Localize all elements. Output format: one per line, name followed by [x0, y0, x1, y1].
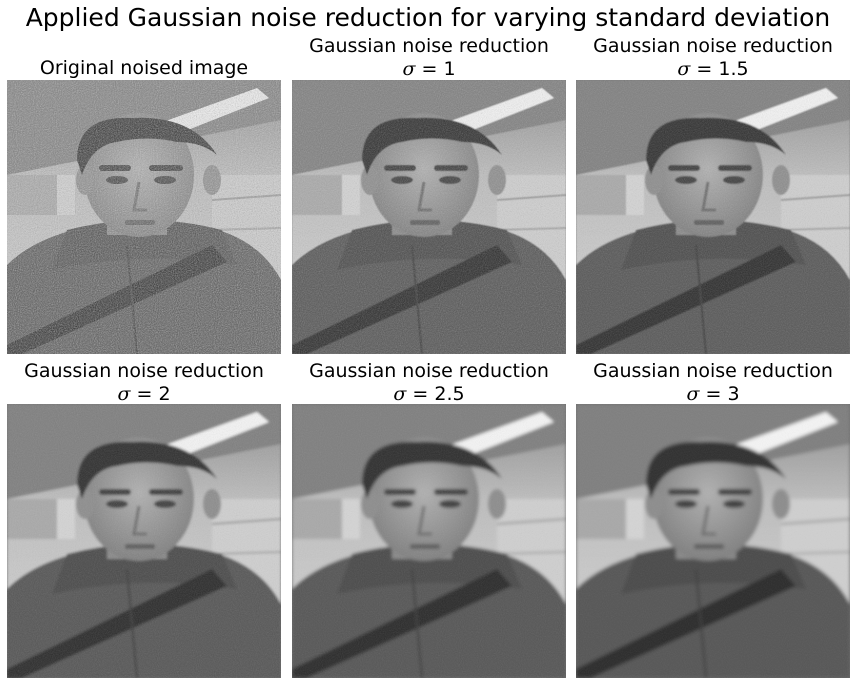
panel-title-text: Gaussian noise reduction [593, 35, 833, 57]
panel-sigma-label: σ = 2 [117, 383, 171, 405]
panel-title: Gaussian noise reduction σ = 2 [0, 360, 301, 406]
figure-title: Applied Gaussian noise reduction for var… [25, 3, 831, 32]
panel-sigma-label: σ = 2.5 [393, 383, 465, 405]
photo-sigma-1-5 [576, 80, 850, 354]
panel-title-text: Gaussian noise reduction [309, 360, 549, 382]
photo-sigma-2 [7, 404, 281, 678]
photo-sigma-3 [576, 404, 850, 678]
panel-title-text: Original noised image [39, 57, 249, 79]
panel-title-text: Gaussian noise reduction [309, 35, 549, 57]
photo-original-noised [7, 80, 281, 354]
panel-sigma-label: σ = 3 [686, 383, 740, 405]
photo-sigma-1 [292, 80, 566, 354]
panel-sigma-label: σ = 1 [402, 58, 456, 80]
panel-title-text: Gaussian noise reduction [593, 360, 833, 382]
panel-title: Original noised image [0, 57, 301, 80]
panel-title: Gaussian noise reduction σ = 1 [272, 35, 586, 81]
panel-title-text: Gaussian noise reduction [24, 360, 264, 382]
panel-title: Gaussian noise reduction σ = 3 [556, 360, 856, 406]
panel-title: Gaussian noise reduction σ = 1.5 [556, 35, 856, 81]
panel-sigma-label: σ = 1.5 [677, 58, 749, 80]
photo-sigma-2-5 [292, 404, 566, 678]
panel-title: Gaussian noise reduction σ = 2.5 [272, 360, 586, 406]
